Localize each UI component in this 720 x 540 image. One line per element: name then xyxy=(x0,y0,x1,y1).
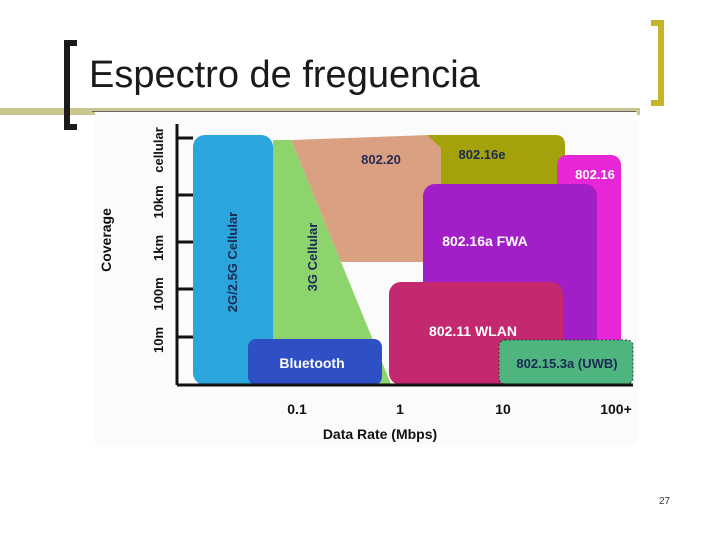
cellular-shape xyxy=(193,135,273,385)
r80220-shape xyxy=(291,135,441,262)
slide-title: Espectro de freguencia xyxy=(89,54,480,96)
r80220-label: 802.20 xyxy=(361,152,401,167)
y-axis-title: Coverage xyxy=(98,208,114,272)
title-divider xyxy=(92,111,636,112)
page-number: 27 xyxy=(659,496,671,507)
y-tick-label: 10m xyxy=(151,327,166,353)
x-tick-label: 100+ xyxy=(600,401,632,417)
bluetooth-label: Bluetooth xyxy=(279,355,344,371)
region-cellular: 2G/2.5G Cellular xyxy=(193,135,273,385)
region-3g-cellular: 3G Cellular xyxy=(273,140,391,384)
r80211-label: 802.11 WLAN xyxy=(429,323,517,339)
r80216e-shape xyxy=(427,135,565,184)
bluetooth-shape xyxy=(248,339,382,385)
region-802-20: 802.20 xyxy=(291,135,441,262)
y-tick-label: cellular xyxy=(151,127,166,173)
r80216-label: 802.16 xyxy=(575,167,615,182)
r80216a-label: 802.16a FWA xyxy=(442,233,528,249)
x-tick-label: 10 xyxy=(495,401,511,417)
cellular3g-shape xyxy=(273,140,391,384)
left-bracket-decoration xyxy=(64,40,77,130)
x-tick-label: 1 xyxy=(396,401,404,417)
right-bracket-decoration xyxy=(651,20,664,106)
cellular-label: 2G/2.5G Cellular xyxy=(225,212,240,312)
region-bluetooth: Bluetooth xyxy=(248,339,382,385)
x-tick-label: 0.1 xyxy=(287,401,307,417)
region-uwb: 802.15.3a (UWB) xyxy=(498,339,634,385)
y-tick-label: 100m xyxy=(151,277,166,310)
region-802-16e: 802.16e xyxy=(427,135,565,184)
r80216e-label: 802.16e xyxy=(459,147,506,162)
y-tick-label: 1km xyxy=(151,235,166,261)
wireless-standards-diagram: 2G/2.5G Cellular 3G Cellular 802.20 802.… xyxy=(95,112,637,445)
cellular3g-label: 3G Cellular xyxy=(305,223,320,292)
uwb-label: 802.15.3a (UWB) xyxy=(516,356,617,371)
x-axis-title: Data Rate (Mbps) xyxy=(323,426,437,442)
y-axis-ticks xyxy=(177,136,193,339)
y-tick-label: 10km xyxy=(151,185,166,218)
